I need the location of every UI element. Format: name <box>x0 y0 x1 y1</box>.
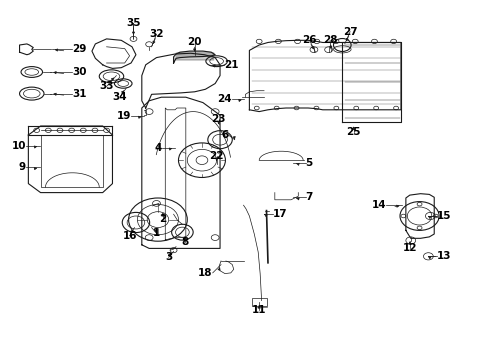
Text: 4: 4 <box>155 143 162 153</box>
Text: 24: 24 <box>217 94 231 104</box>
Text: 28: 28 <box>322 35 337 45</box>
Text: 27: 27 <box>342 27 357 37</box>
Text: 6: 6 <box>221 130 228 140</box>
Text: 2: 2 <box>159 213 166 224</box>
Text: 26: 26 <box>302 35 316 45</box>
Text: 33: 33 <box>99 81 114 91</box>
Text: 16: 16 <box>122 231 137 241</box>
Text: 34: 34 <box>112 92 127 102</box>
Text: 35: 35 <box>126 18 141 28</box>
Text: 23: 23 <box>211 114 225 124</box>
Text: 8: 8 <box>181 237 188 247</box>
Text: 21: 21 <box>224 60 238 70</box>
Text: 18: 18 <box>198 268 212 278</box>
Text: 9: 9 <box>19 162 26 172</box>
Text: 30: 30 <box>72 67 87 77</box>
Text: 20: 20 <box>187 37 202 48</box>
Text: 19: 19 <box>117 111 131 121</box>
Text: 1: 1 <box>153 228 160 238</box>
Text: 14: 14 <box>371 200 386 210</box>
Text: 7: 7 <box>305 192 312 202</box>
Text: 31: 31 <box>72 89 87 99</box>
Text: 10: 10 <box>11 141 26 151</box>
Polygon shape <box>173 51 215 63</box>
Text: 32: 32 <box>149 29 163 39</box>
Text: 3: 3 <box>165 252 172 262</box>
Text: 13: 13 <box>436 251 450 261</box>
Text: 25: 25 <box>346 127 360 137</box>
Text: 5: 5 <box>305 158 312 168</box>
Text: 15: 15 <box>436 211 450 221</box>
Text: 12: 12 <box>402 243 416 253</box>
Text: 17: 17 <box>272 209 287 219</box>
Text: 22: 22 <box>209 150 224 161</box>
Text: 29: 29 <box>72 44 86 54</box>
Bar <box>251 298 266 306</box>
Text: 11: 11 <box>251 305 266 315</box>
